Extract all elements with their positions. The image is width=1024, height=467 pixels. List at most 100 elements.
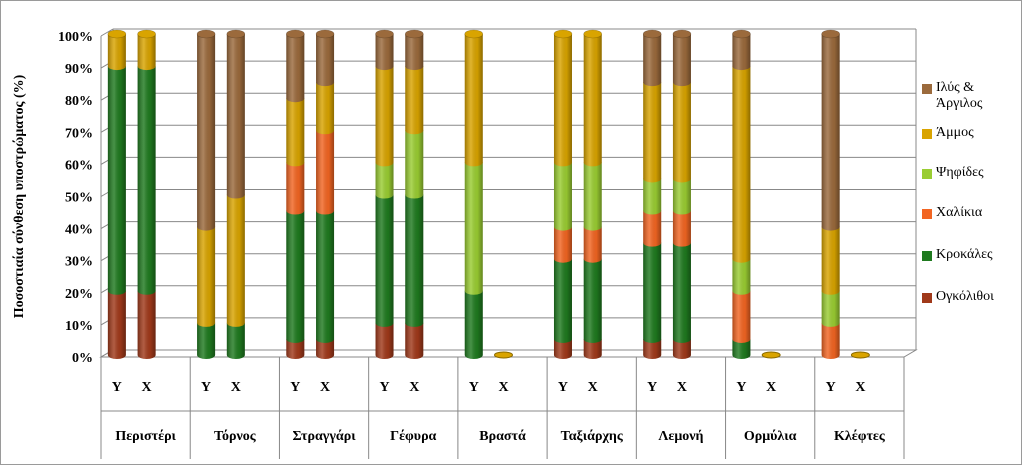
group-label: Τόρνος bbox=[214, 429, 257, 444]
legend-label: Άμμος bbox=[936, 125, 974, 140]
bar-segment-shade bbox=[405, 194, 424, 327]
bar-segment-shade bbox=[672, 82, 691, 183]
bar-segment-shade bbox=[672, 242, 691, 343]
bar-cap bbox=[107, 29, 127, 39]
subcategory-label: X bbox=[766, 380, 776, 395]
bar-segment-shade bbox=[375, 34, 394, 71]
bar-segment-shade bbox=[316, 338, 335, 359]
empty-bar-disc bbox=[850, 351, 870, 359]
y-tick-label: 80% bbox=[65, 94, 93, 109]
legend-label: Κροκάλες bbox=[936, 247, 993, 262]
bar-segment-shade bbox=[137, 34, 156, 71]
bar-cap bbox=[375, 29, 394, 39]
subcategory-label: X bbox=[409, 380, 419, 395]
group-label: Λεμονή bbox=[658, 429, 703, 444]
bar-cap bbox=[464, 29, 484, 39]
subcategory-label: X bbox=[231, 380, 241, 395]
bar-segment-shade bbox=[375, 66, 394, 167]
bars bbox=[107, 29, 870, 359]
bar-cap bbox=[226, 29, 246, 39]
y-tick-label: 40% bbox=[65, 223, 93, 238]
bar-segment-shade bbox=[583, 258, 602, 343]
bar-segment-shade bbox=[286, 98, 305, 167]
bar-segment-shade bbox=[821, 226, 840, 295]
bar-segment-shade bbox=[375, 322, 394, 359]
bar-segment-shade bbox=[405, 130, 424, 199]
bar-segment-shade bbox=[821, 290, 840, 327]
y-tick-label: 50% bbox=[65, 191, 93, 206]
legend-swatch bbox=[922, 293, 932, 303]
bar-cap bbox=[821, 29, 840, 39]
bar-segment-shade bbox=[553, 226, 572, 263]
bar-segment-shade bbox=[583, 338, 602, 359]
y-tick-label: 0% bbox=[72, 351, 93, 366]
bar-segment-shade bbox=[107, 290, 126, 359]
subcategory-label: X bbox=[498, 380, 508, 395]
y-axis-title: Ποσοστιαία σύνθεση υποστρώματος (%) bbox=[12, 74, 27, 318]
bar-cap bbox=[553, 29, 573, 39]
bar-segment-shade bbox=[821, 322, 840, 359]
bar-segment-shade bbox=[316, 34, 335, 87]
subcategory-label: Y bbox=[201, 380, 211, 395]
bar-segment-shade bbox=[732, 290, 751, 343]
group-label: Στραγγάρι bbox=[293, 429, 357, 444]
bar-cap bbox=[315, 29, 335, 39]
subcategory-label: Y bbox=[469, 380, 479, 395]
bar-segment-shade bbox=[405, 34, 424, 71]
bar-segment-shade bbox=[672, 34, 691, 87]
subcategory-label: Y bbox=[826, 380, 836, 395]
legend-swatch bbox=[922, 169, 932, 179]
bar-segment-shade bbox=[226, 34, 245, 199]
bar-segment-shade bbox=[553, 338, 572, 359]
y-tick-label: 60% bbox=[65, 158, 93, 173]
bar-cap bbox=[583, 29, 603, 39]
bar-segment-shade bbox=[286, 162, 305, 215]
subcategory-label: X bbox=[855, 380, 865, 395]
bar-segment-shade bbox=[643, 242, 662, 343]
bar-cap bbox=[672, 29, 692, 39]
bar-segment-shade bbox=[405, 322, 424, 359]
bar-segment-shade bbox=[464, 34, 483, 167]
bar-segment-shade bbox=[375, 194, 394, 327]
bar-cap bbox=[137, 29, 156, 39]
subcategory-label: Y bbox=[112, 380, 122, 395]
axis-labels: 0% 10% 20% 30% 40% 50% 60% 70% 80% 90% 100% Ποσοστι… bbox=[12, 30, 886, 444]
bar-cap bbox=[196, 29, 216, 39]
bar-segment-shade bbox=[583, 34, 602, 167]
bar-segment-shade bbox=[286, 34, 305, 103]
bar-segment-shade bbox=[226, 322, 245, 359]
bar-segment-shade bbox=[553, 34, 572, 167]
bar-segment-shade bbox=[375, 162, 394, 199]
group-label: Περιστέρι bbox=[115, 429, 176, 444]
bar-segment-shade bbox=[732, 258, 751, 295]
bar-segment-shade bbox=[583, 162, 602, 231]
subcategory-label: X bbox=[142, 380, 152, 395]
bar-segment-shade bbox=[672, 178, 691, 215]
bar-segment-shade bbox=[226, 194, 245, 327]
y-tick-label: 70% bbox=[65, 126, 93, 141]
y-tick-label: 20% bbox=[65, 287, 93, 302]
bar-segment-shade bbox=[672, 338, 691, 359]
bar-segment-shade bbox=[197, 34, 216, 231]
bar-segment-shade bbox=[316, 82, 335, 135]
bar-segment-shade bbox=[553, 258, 572, 343]
bar-cap bbox=[286, 29, 305, 39]
subcategory-label: Y bbox=[736, 380, 746, 395]
subcategory-label: X bbox=[677, 380, 687, 395]
bar-segment-shade bbox=[316, 130, 335, 215]
legend-label: Ψηφίδες bbox=[936, 165, 984, 180]
bar-segment-shade bbox=[464, 290, 483, 359]
bar-segment-shade bbox=[197, 322, 216, 359]
bar-cap bbox=[404, 29, 424, 39]
bar-segment-shade bbox=[643, 178, 662, 215]
subcategory-label: Y bbox=[379, 380, 389, 395]
bar-segment-shade bbox=[643, 82, 662, 183]
group-label: Βραστά bbox=[479, 429, 526, 444]
plot-wall bbox=[101, 29, 916, 357]
legend-swatch bbox=[922, 84, 932, 94]
subcategory-label: Y bbox=[290, 380, 300, 395]
group-label: Κλέφτες bbox=[834, 429, 886, 444]
y-tick-label: 100% bbox=[58, 30, 93, 45]
legend-swatch bbox=[922, 251, 932, 261]
